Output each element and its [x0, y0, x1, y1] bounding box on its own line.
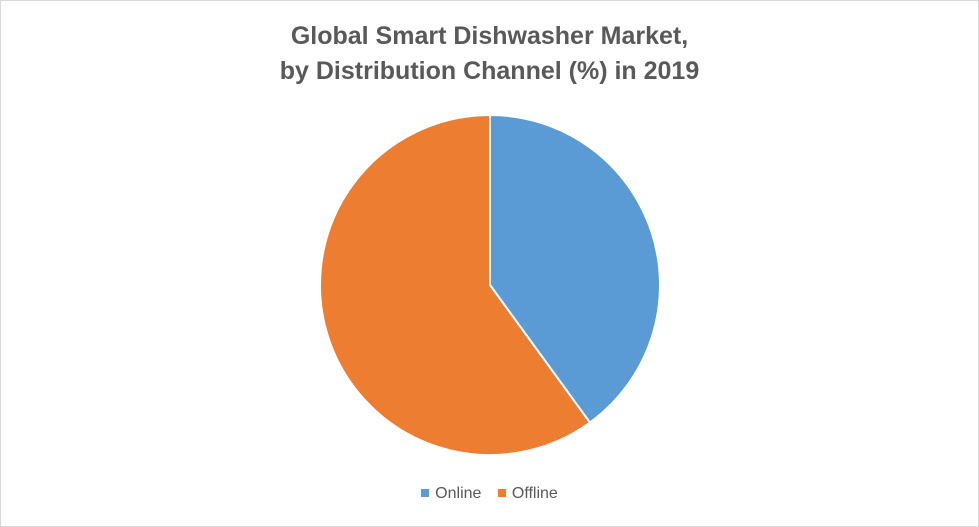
pie-slice-offline [319, 114, 591, 456]
chart-title: Global Smart Dishwasher Market, by Distr… [1, 19, 978, 89]
chart-title-line-2: by Distribution Channel (%) in 2019 [279, 57, 700, 85]
legend-label-offline: Offline [511, 485, 558, 502]
legend: Online Offline [1, 485, 978, 503]
chart-title-line-1: Global Smart Dishwasher Market, [290, 22, 689, 50]
legend-item-online: Online [421, 485, 481, 503]
legend-item-offline: Offline [497, 485, 558, 503]
pie-slice-online [489, 114, 661, 424]
legend-swatch-online [421, 489, 430, 497]
legend-swatch-offline [497, 489, 506, 497]
pie-slices [319, 114, 661, 456]
legend-label-online: Online [435, 485, 482, 502]
